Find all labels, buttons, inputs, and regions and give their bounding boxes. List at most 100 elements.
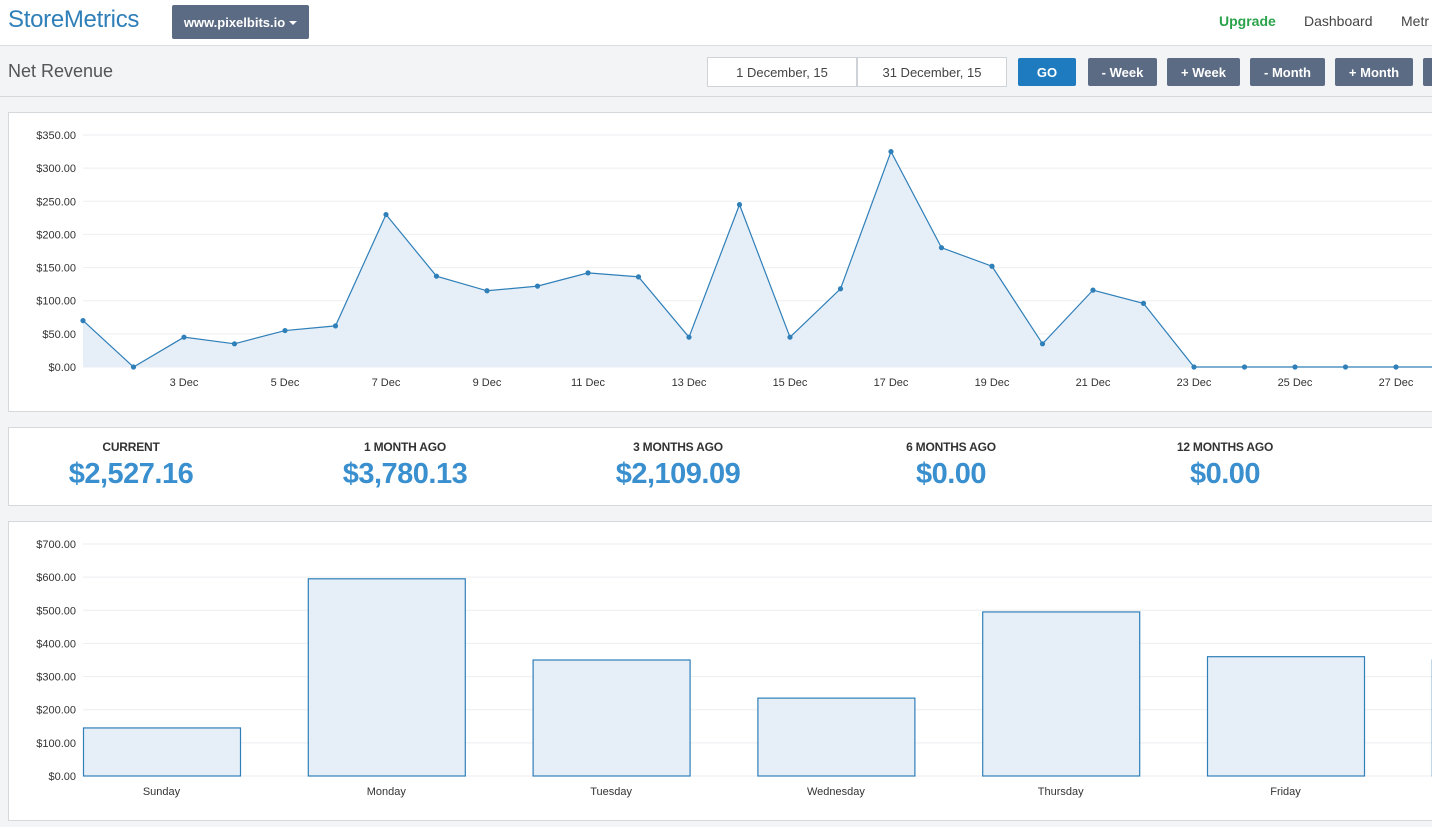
stat-current: CURRENT $2,527.16 bbox=[21, 440, 241, 491]
nav-upgrade-link[interactable]: Upgrade bbox=[1219, 13, 1276, 29]
data-point bbox=[484, 288, 490, 294]
minus-month-button[interactable]: - Month bbox=[1250, 58, 1325, 86]
y-tick-label: $0.00 bbox=[48, 362, 76, 374]
stat-value: $3,780.13 bbox=[342, 458, 468, 490]
y-tick-label: $200.00 bbox=[36, 705, 76, 717]
series-line bbox=[82, 150, 1432, 368]
plus-month-button[interactable]: + Month bbox=[1335, 58, 1413, 86]
stat-3-months-ago: 3 MONTHS AGO $2,109.09 bbox=[568, 440, 788, 491]
data-point bbox=[686, 334, 692, 340]
stat-label: 6 MONTHS AGO bbox=[906, 440, 996, 454]
data-point bbox=[1292, 364, 1298, 370]
stat-12-months-ago: 12 MONTHS AGO $0.00 bbox=[1115, 440, 1335, 491]
toolbar: Net Revenue 1 December, 15 31 December, … bbox=[0, 47, 1432, 97]
nav-dashboard-link[interactable]: Dashboard bbox=[1304, 13, 1373, 29]
y-tick-label: $100.00 bbox=[36, 738, 76, 750]
go-button[interactable]: GO bbox=[1018, 58, 1076, 86]
x-tick-label: Friday bbox=[1270, 786, 1301, 798]
y-tick-label: $150.00 bbox=[36, 263, 76, 275]
stat-label: 12 MONTHS AGO bbox=[1176, 440, 1274, 454]
data-point bbox=[938, 245, 945, 251]
x-tick-label: 27 Dec bbox=[1379, 377, 1414, 389]
x-tick-label: Tuesday bbox=[590, 786, 632, 798]
series-area bbox=[83, 151, 1432, 367]
caret-down-icon bbox=[289, 21, 298, 25]
bar bbox=[757, 697, 916, 777]
x-tick-label: 15 Dec bbox=[773, 377, 808, 389]
x-tick-label: 3 Dec bbox=[170, 377, 199, 389]
data-point bbox=[231, 341, 238, 347]
bar bbox=[982, 611, 1141, 777]
y-tick-label: $300.00 bbox=[36, 163, 76, 175]
x-tick-label: 25 Dec bbox=[1278, 377, 1313, 389]
y-tick-label: $700.00 bbox=[36, 539, 76, 551]
site-selector-dropdown[interactable]: www.pixelbits.io bbox=[172, 5, 309, 39]
data-point bbox=[1039, 341, 1046, 347]
data-point bbox=[1191, 364, 1197, 370]
stat-value: $2,527.16 bbox=[68, 458, 194, 490]
data-point bbox=[1090, 287, 1096, 293]
plus-week-button[interactable]: + Week bbox=[1167, 58, 1240, 86]
site-selector-label: www.pixelbits.io bbox=[183, 14, 286, 30]
stat-value: $0.00 bbox=[915, 458, 987, 490]
bar bbox=[1206, 656, 1366, 777]
stat-value: $0.00 bbox=[1189, 458, 1261, 490]
bar bbox=[307, 578, 466, 777]
data-point bbox=[332, 323, 339, 329]
data-point bbox=[736, 202, 743, 208]
end-date-input[interactable]: 31 December, 15 bbox=[857, 57, 1007, 87]
data-point bbox=[181, 334, 187, 340]
stat-1-month-ago: 1 MONTH AGO $3,780.13 bbox=[295, 440, 515, 491]
y-tick-label: $200.00 bbox=[36, 229, 76, 241]
revenue-by-weekday-panel: $0.00 $100.00 $200.00 $300.00 $400.00 $500.00… bbox=[8, 521, 1432, 821]
x-tick-label: 17 Dec bbox=[874, 377, 909, 389]
bar bbox=[532, 659, 691, 777]
data-point bbox=[989, 263, 995, 269]
x-tick-label: 9 Dec bbox=[473, 377, 502, 389]
x-tick-label: 21 Dec bbox=[1076, 377, 1111, 389]
x-tick-label: 19 Dec bbox=[975, 377, 1010, 389]
data-point bbox=[130, 364, 137, 370]
y-tick-label: $0.00 bbox=[48, 771, 76, 783]
data-point bbox=[383, 211, 389, 218]
data-point bbox=[282, 327, 288, 334]
minus-week-button[interactable]: - Week bbox=[1088, 58, 1157, 86]
data-point bbox=[1241, 364, 1248, 370]
page-title: Net Revenue bbox=[8, 61, 114, 81]
y-tick-label: $500.00 bbox=[36, 605, 76, 617]
x-tick-label: Wednesday bbox=[807, 786, 865, 798]
bar bbox=[82, 727, 242, 777]
y-tick-label: $400.00 bbox=[36, 638, 76, 650]
y-tick-label: $50.00 bbox=[42, 329, 76, 341]
data-point bbox=[534, 283, 541, 289]
x-tick-label: 5 Dec bbox=[271, 377, 300, 389]
data-point bbox=[433, 273, 440, 279]
data-point bbox=[787, 334, 793, 340]
data-point bbox=[888, 148, 894, 155]
stat-label: 3 MONTHS AGO bbox=[633, 440, 723, 454]
stat-label: CURRENT bbox=[102, 440, 160, 454]
y-tick-label: $350.00 bbox=[36, 130, 76, 142]
data-point bbox=[1342, 364, 1349, 370]
y-tick-label: $100.00 bbox=[36, 296, 76, 308]
x-tick-label: 13 Dec bbox=[672, 377, 707, 389]
x-tick-label: 11 Dec bbox=[571, 377, 606, 389]
start-date-input[interactable]: 1 December, 15 bbox=[707, 57, 857, 87]
top-navbar: StoreMetrics www.pixelbits.io Upgrade Da… bbox=[0, 0, 1432, 46]
data-point bbox=[635, 274, 642, 280]
net-revenue-chart-panel: $0.00 $50.00 $100.00 $150.00 $200.00 $250.00 $… bbox=[8, 112, 1432, 412]
y-tick-label: $250.00 bbox=[36, 196, 76, 208]
nav-metrics-link[interactable]: Metr bbox=[1401, 13, 1429, 29]
more-range-button[interactable] bbox=[1423, 58, 1432, 86]
x-tick-label: Monday bbox=[367, 786, 407, 798]
x-tick-label: 23 Dec bbox=[1177, 377, 1212, 389]
brand-logo[interactable]: StoreMetrics bbox=[8, 6, 140, 33]
data-point bbox=[837, 286, 844, 292]
y-tick-label: $600.00 bbox=[36, 572, 76, 584]
revenue-comparison-panel: CURRENT $2,527.16 1 MONTH AGO $3,780.13 … bbox=[8, 427, 1432, 506]
data-point bbox=[80, 318, 86, 324]
x-tick-label: Thursday bbox=[1038, 786, 1084, 798]
data-point bbox=[585, 270, 591, 276]
y-tick-label: $300.00 bbox=[36, 672, 76, 684]
revenue-by-weekday-bar-chart: $0.00 $100.00 $200.00 $300.00 $400.00 $500.00… bbox=[36, 539, 1432, 798]
